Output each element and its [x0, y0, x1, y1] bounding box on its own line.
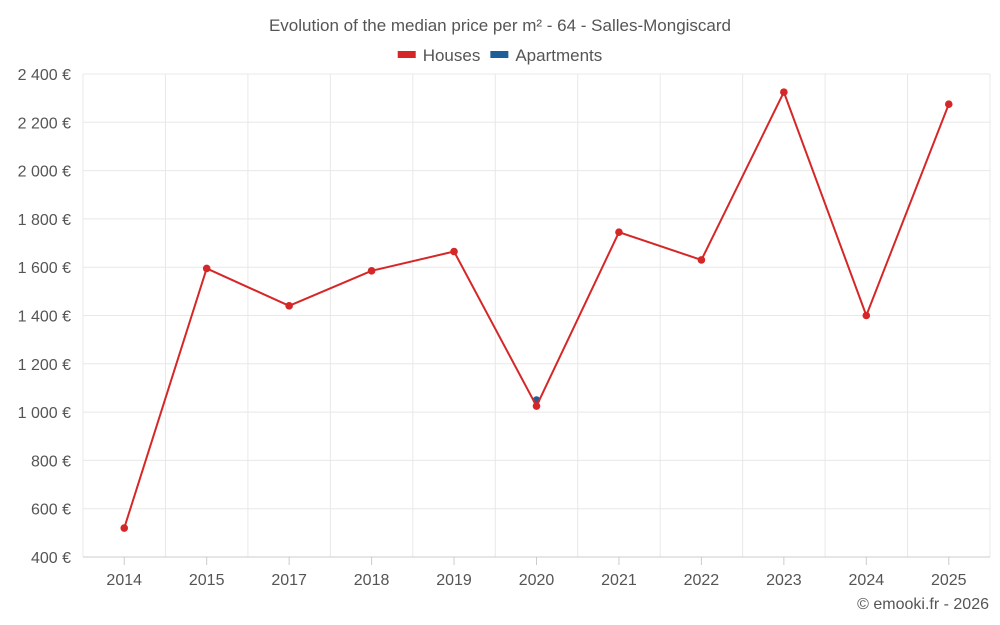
houses-point-2024[interactable]: [862, 311, 871, 320]
y-tick-label: 800 €: [31, 453, 71, 470]
houses-point-2014[interactable]: [120, 524, 129, 532]
houses-point-2015[interactable]: [202, 264, 211, 273]
houses-point-2022[interactable]: [697, 256, 706, 264]
y-tick-label: 2 200 €: [18, 115, 71, 132]
legend: Houses Apartments: [397, 46, 602, 65]
x-tick-label: 2021: [601, 572, 637, 589]
y-tick-label: 2 400 €: [18, 67, 71, 84]
chart-title: Evolution of the median price per m² - 6…: [269, 16, 731, 35]
y-tick-label: 1 600 €: [18, 260, 71, 277]
x-tick-label: 2024: [849, 572, 885, 589]
x-tick-label: 2019: [436, 572, 472, 589]
houses-point-2018[interactable]: [367, 267, 376, 275]
houses-point-2020[interactable]: [532, 402, 541, 410]
legend-swatch-apartments[interactable]: [490, 51, 509, 58]
x-tick-label: 2015: [189, 572, 225, 589]
series-group: [120, 88, 953, 532]
y-tick-label: 1 400 €: [18, 309, 71, 326]
legend-label-apartments[interactable]: Apartments: [515, 46, 602, 65]
x-axis: 2014 2015 2017 2018 2019 2020 2021 2022 2023 2024…: [83, 556, 990, 589]
y-tick-label: 400 €: [31, 550, 71, 567]
houses-point-2021[interactable]: [615, 228, 623, 236]
y-axis: 400 € 600 € 800 € 1 000 € 1 200 € 1 400 € 1 60…: [18, 67, 71, 567]
legend-label-houses[interactable]: Houses: [423, 46, 481, 65]
x-tick-label: 2017: [271, 572, 307, 589]
y-tick-label: 600 €: [31, 502, 71, 519]
houses-point-2023[interactable]: [780, 88, 788, 96]
legend-swatch-houses[interactable]: [397, 51, 416, 58]
y-tick-label: 1 200 €: [18, 357, 71, 374]
houses-point-2017[interactable]: [285, 302, 293, 310]
x-tick-label: 2018: [354, 572, 390, 589]
x-tick-label: 2020: [519, 572, 555, 589]
credit-text: © emooki.fr - 2026: [857, 596, 989, 613]
x-tick-label: 2025: [931, 572, 967, 589]
x-tick-label: 2014: [106, 572, 142, 589]
grid: [82, 73, 991, 557]
y-tick-label: 1 000 €: [18, 405, 71, 422]
x-tick-label: 2023: [766, 572, 802, 589]
y-tick-label: 2 000 €: [18, 164, 71, 181]
houses-point-2025[interactable]: [944, 100, 953, 108]
y-tick-label: 1 800 €: [18, 212, 71, 229]
houses-point-2019[interactable]: [450, 247, 458, 256]
x-tick-label: 2022: [684, 572, 720, 589]
